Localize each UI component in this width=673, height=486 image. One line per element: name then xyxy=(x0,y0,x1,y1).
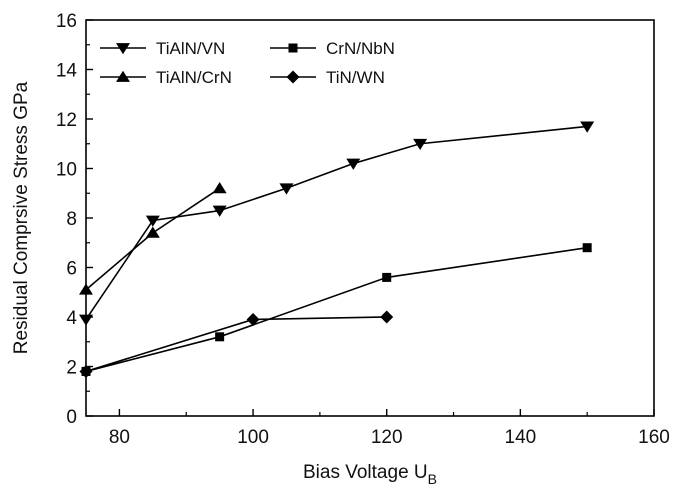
series-crn-nbn xyxy=(81,243,592,376)
x-tick-label: 80 xyxy=(109,427,130,448)
x-tick-label: 100 xyxy=(237,427,269,448)
y-tick-label: 6 xyxy=(66,259,77,280)
y-tick-label: 8 xyxy=(66,209,77,230)
data-point xyxy=(79,314,93,326)
series-line xyxy=(85,246,588,373)
y-tick-label: 10 xyxy=(56,160,77,181)
data-point xyxy=(79,283,93,295)
x-tick-label: 140 xyxy=(505,427,537,448)
data-point xyxy=(580,121,595,133)
legend-marker xyxy=(116,43,130,55)
data-point xyxy=(212,205,227,217)
legend-entry: CrN/NbN xyxy=(270,39,395,58)
data-point xyxy=(215,332,225,342)
y-tick-label: 14 xyxy=(56,61,78,82)
series-tialn-crn xyxy=(79,182,227,295)
x-tick-label: 120 xyxy=(371,427,403,448)
y-tick-label: 4 xyxy=(66,308,77,329)
data-point xyxy=(582,243,592,253)
x-axis-title: Bias Voltage UB xyxy=(303,462,437,486)
x-axis-ticks: 80 100 120 140 160 xyxy=(109,409,670,448)
y-tick-label: 16 xyxy=(56,11,77,32)
legend-entry: TiAlN/CrN xyxy=(100,68,232,87)
series-tialn-vn xyxy=(79,121,595,326)
y-tick-label: 12 xyxy=(56,110,77,131)
legend-label: TiAlN/CrN xyxy=(156,68,232,87)
legend-entry: TiN/WN xyxy=(270,68,385,87)
legend: TiAlN/VN CrN/NbN TiAlN/CrN TiN/WN xyxy=(100,39,395,87)
data-point xyxy=(413,138,428,151)
series-line xyxy=(85,316,387,373)
data-point xyxy=(79,364,93,378)
legend-label: CrN/NbN xyxy=(326,39,395,58)
x-axis-title-subscript: B xyxy=(428,471,437,486)
y-tick-label: 2 xyxy=(66,358,77,379)
legend-entry: TiAlN/VN xyxy=(100,39,225,58)
legend-marker xyxy=(116,70,130,82)
legend-label: TiAlN/VN xyxy=(156,39,225,58)
legend-marker xyxy=(286,70,300,84)
data-point xyxy=(279,183,294,195)
series-line xyxy=(85,187,221,291)
data-point xyxy=(246,312,260,326)
data-point xyxy=(145,215,160,227)
series xyxy=(79,121,595,378)
data-point xyxy=(382,272,392,282)
data-point xyxy=(145,226,160,238)
series-tin-wn xyxy=(79,310,394,378)
data-point xyxy=(380,310,394,324)
legend-label: TiN/WN xyxy=(326,68,385,87)
y-axis-ticks: 0 2 4 6 8 10 12 14 16 xyxy=(56,11,93,428)
data-point xyxy=(346,158,361,170)
x-tick-label: 160 xyxy=(638,427,670,448)
y-tick-label: 0 xyxy=(66,407,77,428)
x-axis-title-main: Bias Voltage U xyxy=(303,462,428,483)
legend-marker xyxy=(288,43,298,53)
y-axis-title: Residual Comprsive Stress GPa xyxy=(11,81,32,354)
data-point xyxy=(212,182,227,194)
series-line xyxy=(85,125,588,320)
